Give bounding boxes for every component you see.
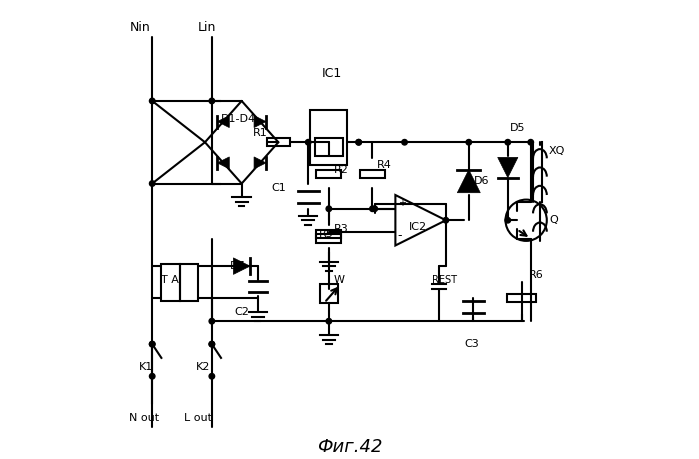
- Bar: [507, 294, 536, 302]
- Circle shape: [150, 341, 155, 347]
- Circle shape: [209, 98, 215, 104]
- Text: R6: R6: [528, 270, 543, 280]
- Text: D1-D4: D1-D4: [221, 114, 256, 124]
- Text: K1: K1: [138, 362, 152, 372]
- Text: C1: C1: [271, 183, 287, 193]
- Bar: [316, 235, 342, 243]
- Circle shape: [150, 374, 155, 379]
- Circle shape: [209, 341, 215, 347]
- Text: T A: T A: [161, 275, 179, 285]
- Circle shape: [443, 218, 449, 223]
- Text: Nin: Nin: [129, 21, 150, 34]
- Bar: [319, 285, 338, 303]
- Circle shape: [356, 140, 361, 145]
- Bar: [316, 230, 342, 238]
- Bar: [310, 110, 347, 165]
- Text: W: W: [333, 275, 345, 285]
- Text: Фиг.42: Фиг.42: [317, 438, 382, 456]
- Bar: [315, 138, 343, 156]
- Circle shape: [466, 140, 472, 145]
- Polygon shape: [217, 116, 229, 128]
- Bar: [180, 264, 198, 301]
- Text: R2: R2: [333, 165, 348, 175]
- Text: IC1: IC1: [322, 67, 343, 80]
- Circle shape: [326, 206, 331, 212]
- Circle shape: [209, 374, 215, 379]
- Circle shape: [150, 181, 155, 186]
- Text: K2: K2: [196, 362, 210, 372]
- Circle shape: [150, 341, 155, 347]
- Text: R5: R5: [319, 229, 333, 239]
- Text: R1: R1: [253, 128, 268, 138]
- Polygon shape: [217, 157, 229, 169]
- Bar: [316, 170, 342, 179]
- Polygon shape: [457, 170, 480, 193]
- Polygon shape: [233, 258, 250, 274]
- Bar: [161, 264, 180, 301]
- Bar: [267, 138, 290, 146]
- Circle shape: [528, 140, 533, 145]
- Text: +: +: [398, 198, 405, 208]
- Polygon shape: [498, 157, 518, 178]
- Circle shape: [370, 206, 375, 212]
- Text: C3: C3: [464, 339, 479, 349]
- Text: C2: C2: [235, 307, 250, 317]
- Circle shape: [372, 206, 377, 212]
- Text: R4: R4: [377, 160, 392, 170]
- Text: IC2: IC2: [409, 222, 427, 232]
- Text: REST: REST: [432, 275, 457, 285]
- Circle shape: [356, 140, 361, 145]
- Bar: [360, 170, 385, 179]
- Text: N out: N out: [129, 413, 159, 423]
- Circle shape: [402, 140, 408, 145]
- Text: Q: Q: [549, 215, 558, 225]
- Circle shape: [150, 98, 155, 104]
- Text: D7: D7: [230, 261, 246, 271]
- Circle shape: [505, 218, 510, 223]
- Circle shape: [326, 319, 331, 324]
- Text: R3: R3: [333, 224, 348, 235]
- Circle shape: [305, 140, 311, 145]
- Polygon shape: [254, 157, 266, 169]
- Text: L out: L out: [185, 413, 212, 423]
- Text: D5: D5: [510, 123, 526, 134]
- Text: D6: D6: [473, 176, 489, 186]
- Text: -: -: [398, 230, 402, 242]
- Polygon shape: [254, 116, 266, 128]
- Circle shape: [209, 319, 215, 324]
- Circle shape: [505, 140, 510, 145]
- Text: XQ: XQ: [549, 146, 565, 157]
- Circle shape: [209, 341, 215, 347]
- Text: Lin: Lin: [198, 21, 217, 34]
